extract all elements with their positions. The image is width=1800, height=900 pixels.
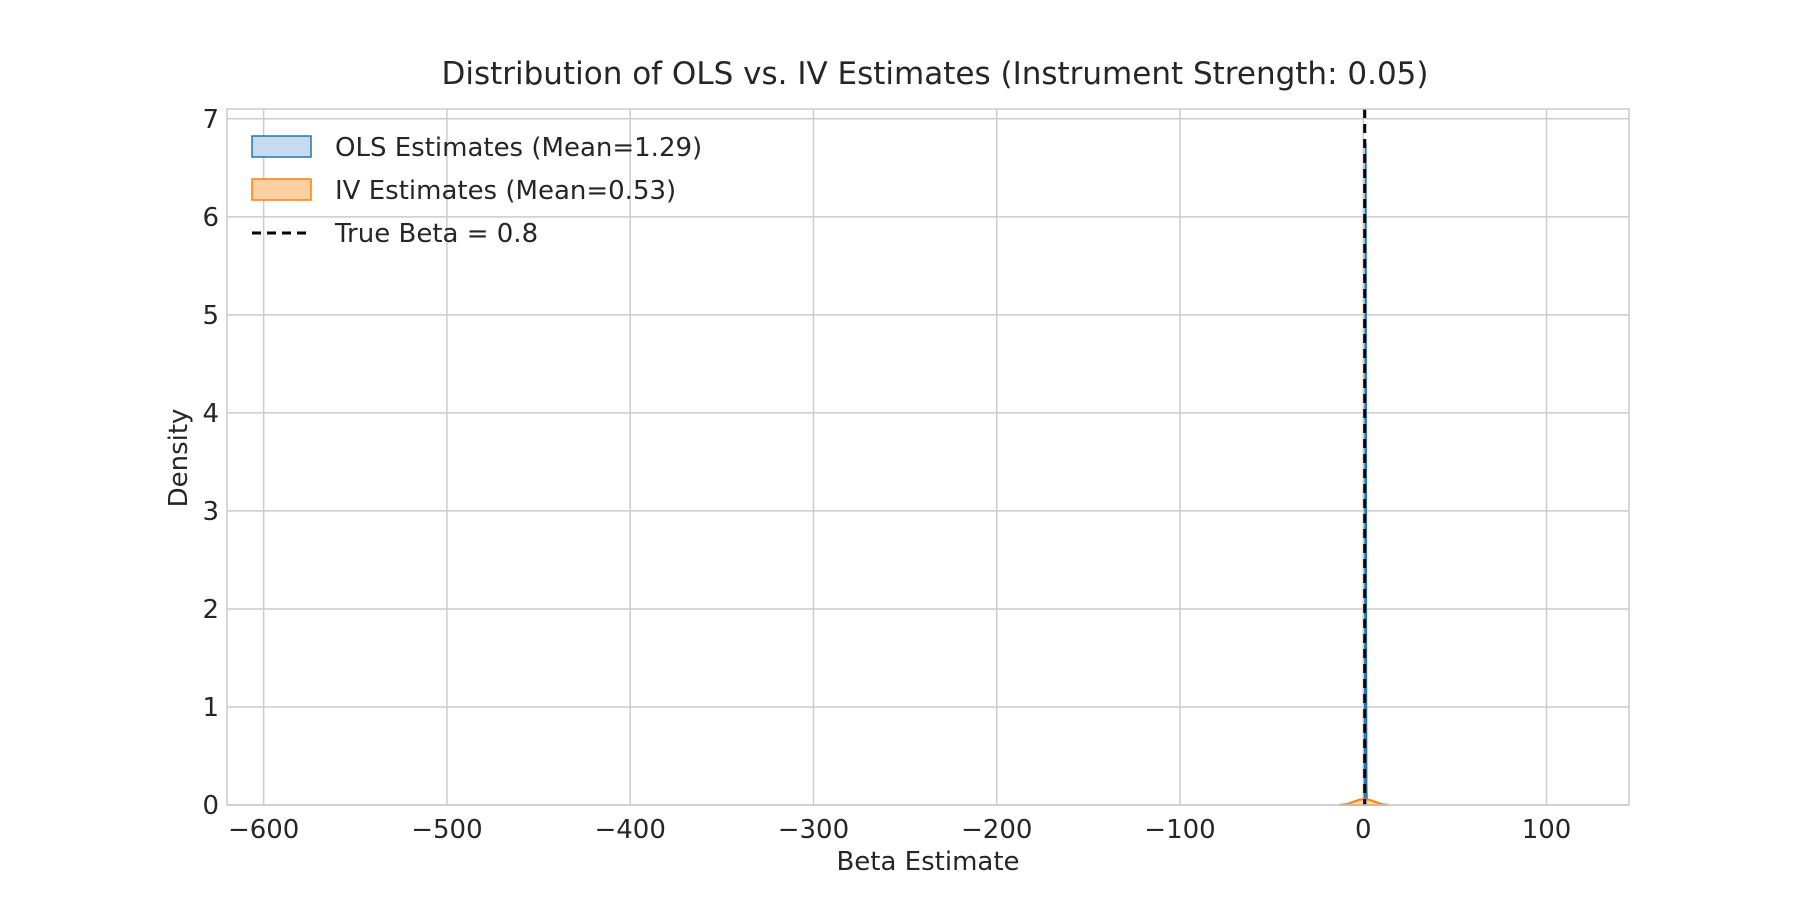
y-tick-label: 1 <box>202 693 219 723</box>
legend-swatch-iv <box>251 178 312 201</box>
y-axis-label: Density <box>164 409 194 508</box>
x-tick-label: −200 <box>961 815 1032 845</box>
x-tick-label: −100 <box>1144 815 1215 845</box>
y-tick-label: 0 <box>202 791 219 821</box>
x-tick-label: 100 <box>1522 815 1572 845</box>
y-tick-label: 3 <box>202 497 219 527</box>
y-tick-label: 7 <box>202 105 219 135</box>
plot-frame <box>226 108 1630 806</box>
x-tick-label: 0 <box>1355 815 1372 845</box>
x-tick-label: −500 <box>411 815 482 845</box>
y-tick-label: 5 <box>202 301 219 331</box>
y-axis-ticks: 0 1 2 3 4 5 6 7 <box>202 105 219 821</box>
x-tick-label: −600 <box>228 815 299 845</box>
legend-label-true-beta: True Beta = 0.8 <box>334 219 538 249</box>
y-tick-label: 4 <box>202 399 219 429</box>
x-axis-label: Beta Estimate <box>836 847 1019 877</box>
plot-area <box>227 109 1629 805</box>
chart-title: Distribution of OLS vs. IV Estimates (In… <box>441 56 1428 92</box>
legend-swatch-ols <box>251 135 312 158</box>
x-axis-ticks: −600 −500 −400 −300 −200 −100 0 100 <box>228 815 1571 845</box>
legend: OLS Estimates (Mean=1.29) IV Estimates (… <box>251 133 702 249</box>
x-tick-label: −300 <box>778 815 849 845</box>
legend-label-ols: OLS Estimates (Mean=1.29) <box>335 133 702 163</box>
y-tick-label: 2 <box>202 595 219 625</box>
y-tick-label: 6 <box>202 203 219 233</box>
legend-label-iv: IV Estimates (Mean=0.53) <box>335 176 676 206</box>
x-tick-label: −400 <box>594 815 665 845</box>
